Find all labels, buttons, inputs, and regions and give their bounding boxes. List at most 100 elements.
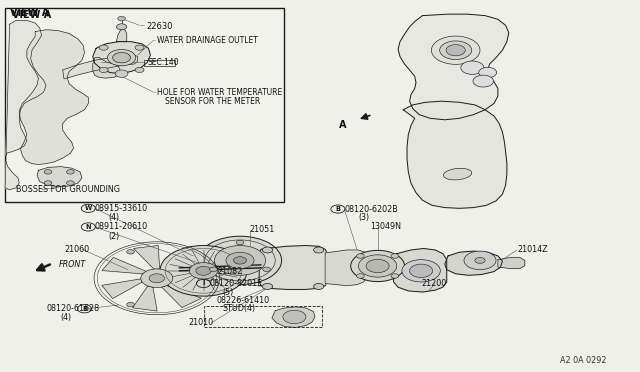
Circle shape: [127, 250, 134, 254]
Text: 21060: 21060: [64, 245, 89, 254]
Circle shape: [262, 247, 273, 253]
Text: 21051: 21051: [250, 225, 275, 234]
Text: VIEW A: VIEW A: [10, 8, 49, 18]
Circle shape: [44, 170, 52, 174]
Polygon shape: [63, 55, 138, 79]
Bar: [5, 8, 284, 202]
Circle shape: [44, 181, 52, 185]
Text: B: B: [82, 306, 87, 312]
Circle shape: [67, 181, 74, 185]
Text: 21010: 21010: [189, 318, 214, 327]
Circle shape: [214, 246, 266, 275]
Polygon shape: [403, 101, 507, 208]
Circle shape: [135, 45, 144, 50]
Circle shape: [283, 310, 306, 324]
Circle shape: [262, 283, 273, 289]
Circle shape: [115, 70, 128, 77]
Circle shape: [351, 250, 404, 282]
Circle shape: [475, 257, 485, 263]
Polygon shape: [168, 249, 202, 274]
Polygon shape: [93, 42, 150, 74]
Polygon shape: [132, 286, 157, 311]
Circle shape: [99, 45, 108, 50]
Circle shape: [314, 247, 324, 253]
Circle shape: [410, 264, 433, 278]
Circle shape: [356, 274, 364, 278]
Circle shape: [391, 274, 399, 278]
Circle shape: [209, 267, 217, 272]
Text: HOLE FOR WATER TEMPERATURE: HOLE FOR WATER TEMPERATURE: [157, 88, 282, 97]
Bar: [204, 306, 322, 327]
Polygon shape: [102, 257, 146, 274]
Text: 21082: 21082: [218, 267, 243, 276]
Circle shape: [356, 254, 364, 258]
Text: W: W: [84, 205, 92, 211]
Text: (2): (2): [109, 232, 120, 241]
Text: STUD(4): STUD(4): [223, 304, 256, 313]
Circle shape: [205, 276, 213, 280]
Circle shape: [116, 24, 127, 30]
Ellipse shape: [444, 168, 472, 180]
Text: 08911-20610: 08911-20610: [95, 222, 148, 231]
Polygon shape: [116, 29, 127, 42]
Text: 08120-6202B: 08120-6202B: [344, 205, 398, 214]
Polygon shape: [93, 58, 120, 78]
Text: 22630: 22630: [146, 22, 172, 31]
Polygon shape: [5, 20, 46, 190]
Polygon shape: [19, 30, 88, 164]
Text: (5): (5): [223, 288, 234, 296]
Circle shape: [226, 252, 254, 269]
Circle shape: [479, 67, 497, 78]
Circle shape: [99, 67, 108, 73]
Polygon shape: [134, 246, 159, 269]
Circle shape: [431, 36, 480, 64]
Polygon shape: [259, 246, 328, 289]
Text: B: B: [335, 206, 340, 212]
Text: SEC.140: SEC.140: [147, 58, 179, 67]
Polygon shape: [398, 14, 509, 120]
Polygon shape: [162, 286, 202, 308]
Circle shape: [118, 16, 125, 21]
Polygon shape: [37, 167, 82, 187]
Circle shape: [464, 251, 496, 270]
Polygon shape: [498, 257, 525, 269]
Circle shape: [141, 269, 173, 288]
Text: 21200: 21200: [421, 279, 446, 288]
Polygon shape: [102, 279, 142, 299]
Circle shape: [366, 259, 389, 273]
Text: 21014Z: 21014Z: [517, 246, 548, 254]
Text: 08915-33610: 08915-33610: [95, 204, 148, 213]
Circle shape: [189, 263, 218, 279]
Polygon shape: [394, 248, 447, 292]
Polygon shape: [445, 251, 502, 275]
Circle shape: [236, 240, 244, 245]
Circle shape: [67, 170, 74, 174]
Text: SENSOR FOR THE METER: SENSOR FOR THE METER: [165, 97, 260, 106]
Circle shape: [461, 61, 484, 74]
Circle shape: [113, 52, 131, 63]
Circle shape: [149, 274, 164, 283]
Circle shape: [473, 75, 493, 87]
Polygon shape: [325, 250, 366, 286]
Polygon shape: [172, 270, 212, 285]
Text: WATER DRAINAGE OUTLET: WATER DRAINAGE OUTLET: [157, 36, 258, 45]
Circle shape: [314, 283, 324, 289]
Circle shape: [402, 260, 440, 282]
Circle shape: [127, 302, 134, 307]
Text: A: A: [339, 120, 347, 129]
Text: BOSSES FOR GROUNDING: BOSSES FOR GROUNDING: [16, 185, 120, 194]
Text: (3): (3): [358, 213, 369, 222]
Text: (4): (4): [61, 313, 72, 322]
Text: (4): (4): [109, 213, 120, 222]
Text: 08120-8201E: 08120-8201E: [210, 279, 263, 288]
Circle shape: [196, 266, 211, 275]
Text: VIEW A: VIEW A: [12, 10, 51, 20]
Circle shape: [108, 49, 136, 66]
Text: 08226-61410: 08226-61410: [216, 296, 269, 305]
Circle shape: [446, 45, 465, 56]
Circle shape: [135, 67, 144, 73]
Text: 08120-61628: 08120-61628: [46, 304, 99, 313]
Circle shape: [440, 41, 472, 60]
Circle shape: [358, 255, 397, 277]
Polygon shape: [272, 307, 315, 327]
